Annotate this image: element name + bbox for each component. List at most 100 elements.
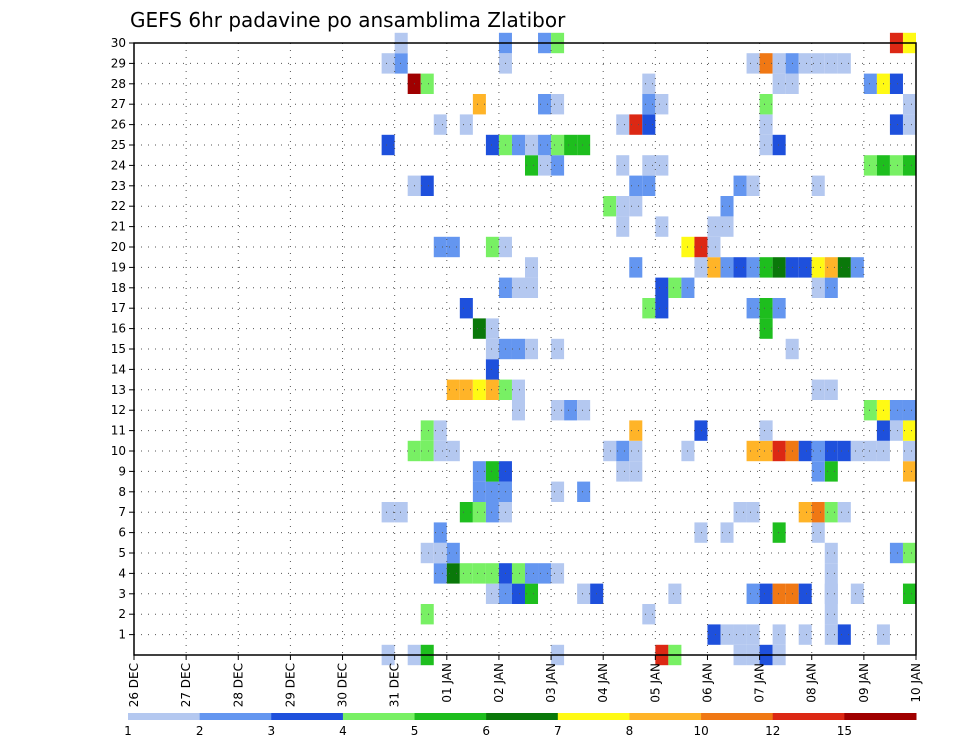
legend-swatch bbox=[342, 713, 416, 720]
heatmap-cell bbox=[824, 53, 838, 74]
heatmap-cell bbox=[655, 216, 669, 237]
x-tick-label: 26 DEC bbox=[127, 663, 141, 707]
y-tick-label: 26 bbox=[111, 118, 126, 132]
heatmap-cell bbox=[420, 440, 434, 462]
y-tick-label: 21 bbox=[111, 220, 126, 234]
heatmap-cell bbox=[485, 134, 499, 156]
heatmap-cell bbox=[472, 481, 486, 502]
heatmap-cell bbox=[694, 522, 708, 543]
heatmap-cell bbox=[655, 155, 669, 176]
heatmap-cell bbox=[603, 196, 617, 217]
heatmap-cell bbox=[485, 502, 499, 523]
legend-label: 10 bbox=[693, 724, 708, 738]
heatmap-cell bbox=[551, 94, 565, 115]
heatmap-cell bbox=[759, 440, 773, 462]
y-tick-label: 5 bbox=[118, 546, 126, 560]
heatmap-cell bbox=[733, 175, 747, 196]
heatmap-cell bbox=[381, 502, 395, 523]
legend-label: 7 bbox=[554, 724, 562, 738]
heatmap-cell bbox=[746, 175, 760, 196]
heatmap-cell bbox=[902, 420, 916, 441]
heatmap-cell bbox=[863, 73, 877, 94]
heatmap-cell bbox=[485, 583, 499, 604]
heatmap-cell bbox=[446, 542, 460, 564]
heatmap-cell bbox=[642, 114, 656, 135]
heatmap-cell bbox=[642, 73, 656, 94]
x-tick-label: 02 JAN bbox=[492, 663, 506, 703]
heatmap-cell bbox=[511, 563, 525, 584]
heatmap-cell bbox=[850, 440, 864, 462]
heatmap-cell bbox=[577, 400, 591, 421]
heatmap-cell bbox=[433, 542, 447, 564]
heatmap-cell bbox=[759, 583, 773, 604]
heatmap-cell bbox=[629, 440, 643, 462]
x-tick-label: 03 JAN bbox=[544, 663, 558, 703]
heatmap-cell bbox=[772, 298, 786, 319]
heatmap-cell bbox=[811, 440, 825, 462]
heatmap-cell bbox=[616, 461, 630, 482]
heatmap-cell bbox=[824, 604, 838, 625]
y-tick-label: 24 bbox=[111, 158, 126, 172]
heatmap-cell bbox=[603, 440, 617, 462]
heatmap-cell bbox=[577, 583, 591, 604]
heatmap-cell bbox=[824, 461, 838, 482]
legend-label: 8 bbox=[626, 724, 634, 738]
x-tick-label: 09 JAN bbox=[857, 663, 871, 703]
y-tick-label: 8 bbox=[118, 485, 126, 499]
heatmap-cell bbox=[746, 440, 760, 462]
y-tick-label: 14 bbox=[111, 362, 126, 376]
legend-swatch bbox=[772, 713, 845, 720]
heatmap-cell bbox=[772, 73, 786, 94]
heatmap-cell bbox=[655, 94, 669, 115]
heatmap-cell bbox=[485, 338, 499, 360]
legend-swatch bbox=[844, 713, 917, 720]
y-tick-label: 18 bbox=[111, 281, 126, 295]
heatmap-cell bbox=[798, 502, 812, 523]
heatmap-cell bbox=[746, 502, 760, 523]
y-tick-label: 2 bbox=[118, 607, 126, 621]
heatmap-cell bbox=[733, 624, 747, 645]
heatmap-cell bbox=[798, 624, 812, 645]
heatmap-cell bbox=[850, 583, 864, 604]
heatmap-cell bbox=[642, 604, 656, 625]
legend: 1 2 3 4 5 6 7 8 10 12 15 bbox=[124, 713, 917, 738]
heatmap-cell bbox=[759, 53, 773, 74]
heatmap-cell bbox=[616, 196, 630, 217]
heatmap-cell bbox=[616, 440, 630, 462]
heatmap-cell bbox=[459, 114, 473, 135]
heatmap-cell bbox=[525, 338, 539, 360]
y-tick-label: 13 bbox=[111, 383, 126, 397]
heatmap-cell bbox=[381, 134, 395, 156]
heatmap-cell bbox=[538, 563, 552, 584]
heatmap-cell bbox=[551, 155, 565, 176]
x-tick-label: 27 DEC bbox=[179, 663, 193, 707]
y-tick-label: 29 bbox=[111, 56, 126, 70]
heatmap-cell bbox=[746, 298, 760, 319]
heatmap-cell bbox=[811, 379, 825, 400]
heatmap-cell bbox=[577, 481, 591, 502]
heatmap-cell bbox=[629, 257, 643, 278]
heatmap-cell bbox=[642, 94, 656, 115]
heatmap-cell bbox=[433, 522, 447, 543]
heatmap-cell bbox=[694, 257, 708, 278]
heatmap-cell bbox=[433, 114, 447, 135]
y-tick-label: 6 bbox=[118, 526, 126, 540]
x-tick-label: 07 JAN bbox=[753, 663, 767, 703]
heatmap-cell bbox=[577, 134, 591, 156]
heatmap-cell bbox=[485, 461, 499, 482]
x-tick-label: 29 DEC bbox=[283, 663, 297, 707]
heatmap-cell bbox=[902, 542, 916, 564]
heatmap-cell bbox=[902, 440, 916, 462]
heatmap-cell bbox=[824, 440, 838, 462]
grid bbox=[133, 42, 917, 655]
heatmap-cell bbox=[902, 400, 916, 421]
heatmap-cell bbox=[746, 583, 760, 604]
heatmap-cell bbox=[889, 114, 903, 135]
y-tick-label: 15 bbox=[111, 342, 126, 356]
heatmap-cell bbox=[511, 338, 525, 360]
y-tick-label: 16 bbox=[111, 322, 126, 336]
heatmap-cell bbox=[420, 604, 434, 625]
heatmap-cell bbox=[485, 379, 499, 400]
heatmap-cell bbox=[511, 583, 525, 604]
heatmap-cell bbox=[733, 257, 747, 278]
